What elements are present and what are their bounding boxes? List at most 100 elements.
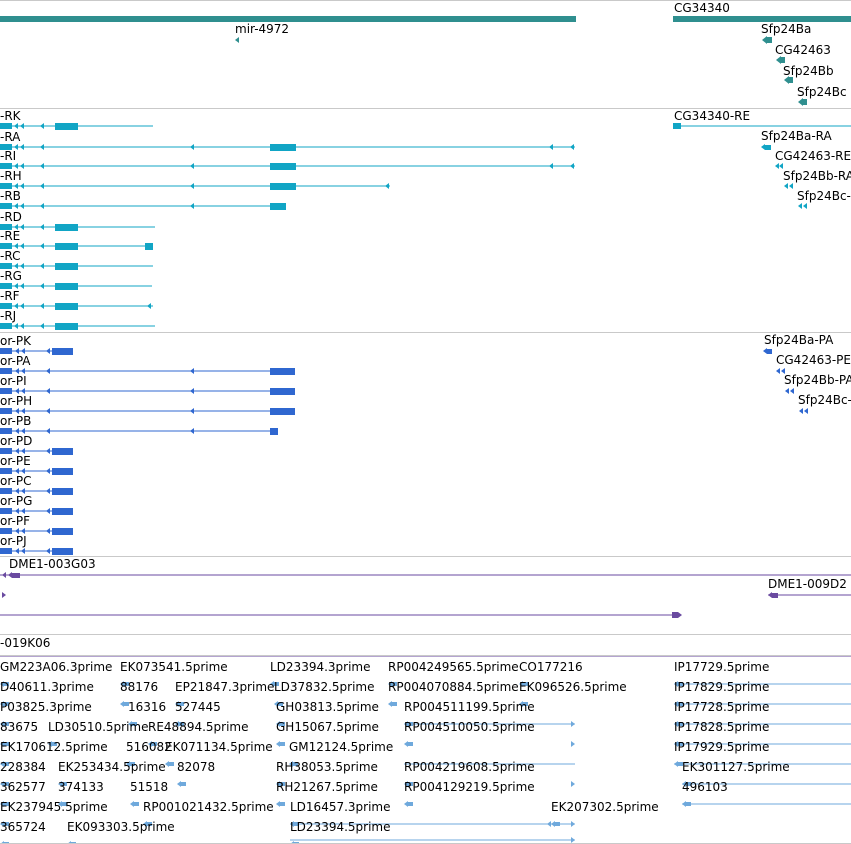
clone-label[interactable]: -019K06 [0, 636, 51, 650]
feature-block[interactable] [0, 408, 12, 414]
feature-block[interactable] [55, 263, 78, 270]
est-block[interactable] [280, 722, 285, 726]
est-block[interactable] [62, 802, 67, 806]
est-label[interactable]: RH21267.5prime [276, 780, 378, 794]
est-label[interactable]: EK301127.5prime [682, 760, 790, 774]
est-label[interactable]: LD23394.5prime [290, 820, 391, 834]
feature-block[interactable] [0, 488, 12, 494]
est-block[interactable] [4, 742, 9, 746]
est-label[interactable]: EK073541.5prime [120, 660, 228, 674]
protein-label[interactable]: or-PB [0, 414, 32, 428]
est-label[interactable]: GM12124.5prime [289, 740, 394, 754]
est-label[interactable]: 527445 [175, 700, 221, 714]
est-label[interactable]: RP004249565.5prime [388, 660, 519, 674]
transcript-label[interactable]: -RD [0, 210, 22, 224]
transcript-label[interactable]: -RI [0, 149, 17, 163]
feature-block[interactable] [780, 57, 785, 63]
feature-block[interactable] [55, 323, 78, 330]
est-label[interactable]: RP004070884.5prime [388, 680, 519, 694]
est-block[interactable] [4, 802, 9, 806]
est-block[interactable] [179, 702, 184, 706]
est-block[interactable] [280, 742, 285, 746]
est-block[interactable] [62, 782, 67, 786]
transcript-label[interactable]: -RE [0, 229, 21, 243]
protein-label[interactable]: or-PK [0, 334, 31, 348]
est-label[interactable]: RE48894.5prime [148, 720, 249, 734]
est-block[interactable] [523, 702, 528, 706]
protein-label[interactable]: Sfp24Bc- [798, 393, 851, 407]
est-label[interactable]: D40611.3prime [0, 680, 94, 694]
feature-block[interactable] [0, 144, 12, 150]
est-label[interactable]: 228384 [0, 760, 46, 774]
feature-block[interactable] [145, 243, 153, 250]
est-label[interactable]: 374133 [58, 780, 104, 794]
feature-block[interactable] [52, 348, 73, 355]
protein-label[interactable]: or-PF [0, 514, 30, 528]
est-label[interactable]: RP001021432.5prime [143, 800, 274, 814]
feature-block[interactable] [788, 77, 793, 83]
feature-block[interactable] [772, 593, 778, 598]
gene-label[interactable]: Sfp24Bc [797, 85, 847, 99]
est-label[interactable]: LD30510.5prime [48, 720, 149, 734]
gene-label[interactable]: CG42463 [775, 43, 831, 57]
feature-block[interactable] [52, 508, 73, 515]
est-block[interactable] [169, 762, 174, 766]
est-block[interactable] [392, 702, 397, 706]
est-block[interactable] [147, 822, 152, 826]
est-label[interactable]: EK096526.5prime [519, 680, 627, 694]
est-label[interactable]: EP21847.3prime [175, 680, 275, 694]
est-block[interactable] [280, 802, 285, 806]
est-label[interactable]: 516082 [126, 740, 172, 754]
clone-label[interactable]: DME1-003G03 [9, 557, 96, 571]
est-block[interactable] [4, 702, 9, 706]
feature-block[interactable] [55, 243, 78, 250]
feature-block[interactable] [52, 548, 73, 555]
feature-block[interactable] [12, 573, 20, 578]
transcript-label[interactable]: -RG [0, 269, 22, 283]
feature-block[interactable] [270, 144, 296, 151]
feature-block[interactable] [0, 388, 12, 394]
feature-block[interactable] [0, 508, 12, 514]
est-label[interactable]: RP004511199.5prime [404, 700, 535, 714]
est-label[interactable]: 83675 [0, 720, 39, 734]
protein-label[interactable]: or-PA [0, 354, 31, 368]
est-label[interactable]: RP004129219.5prime [404, 780, 535, 794]
est-label[interactable]: EK253434.5prime [58, 760, 166, 774]
est-block[interactable] [408, 742, 413, 746]
est-block[interactable] [181, 782, 186, 786]
feature-block[interactable] [0, 528, 12, 534]
transcript-label[interactable]: Sfp24Bc- [797, 189, 851, 203]
feature-block[interactable] [802, 99, 807, 105]
est-block[interactable] [179, 722, 184, 726]
transcript-label[interactable]: Sfp24Ba-RA [761, 129, 832, 143]
feature-block[interactable] [767, 349, 772, 354]
est-block[interactable] [4, 762, 9, 766]
est-label[interactable]: IP17828.5prime [674, 720, 770, 734]
est-label[interactable]: 88176 [120, 680, 159, 694]
est-label[interactable]: GH15067.5prime [276, 720, 379, 734]
est-block[interactable] [274, 682, 279, 686]
feature-block[interactable] [0, 163, 12, 169]
feature-block[interactable] [52, 448, 73, 455]
feature-block[interactable] [52, 528, 73, 535]
feature-block[interactable] [52, 468, 73, 475]
est-label[interactable]: IP17929.5prime [674, 740, 770, 754]
feature-block[interactable] [0, 323, 12, 329]
transcript-label[interactable]: -RA [0, 130, 21, 144]
est-block[interactable] [392, 682, 397, 686]
est-label[interactable]: 16316 [128, 700, 167, 714]
feature-block[interactable] [0, 548, 12, 554]
est-block[interactable] [4, 682, 9, 686]
gene-label[interactable]: Sfp24Bb [783, 64, 834, 78]
feature-block[interactable] [0, 303, 12, 309]
transcript-label[interactable]: -RF [0, 289, 20, 303]
est-label[interactable]: EK207302.5prime [551, 800, 659, 814]
feature-block[interactable] [270, 183, 296, 190]
est-block[interactable] [278, 702, 283, 706]
feature-block[interactable] [55, 224, 78, 231]
feature-block[interactable] [55, 123, 78, 130]
est-block[interactable] [408, 802, 413, 806]
feature-block[interactable] [270, 203, 286, 210]
est-label[interactable]: 365724 [0, 820, 46, 834]
est-block[interactable] [130, 762, 135, 766]
